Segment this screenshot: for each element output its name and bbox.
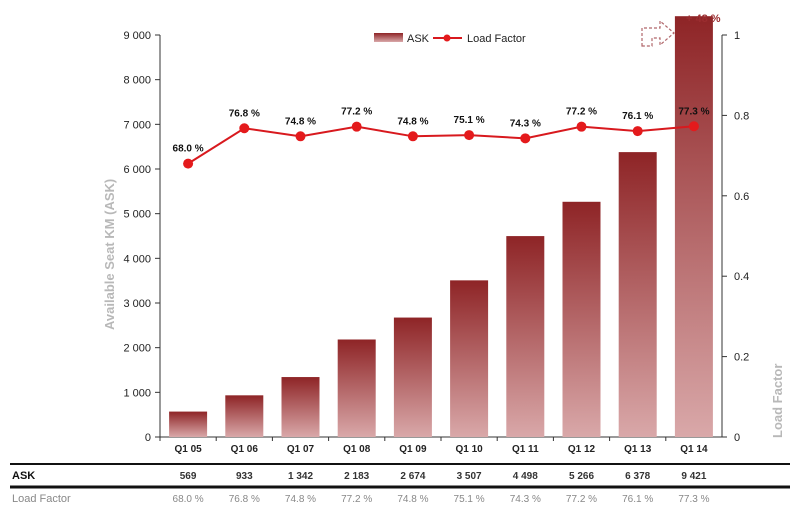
ask-bar: [506, 236, 545, 437]
load-factor-point: [407, 131, 418, 142]
load-factor-point: [239, 123, 250, 134]
table-cell-ask: 2 183: [344, 471, 369, 482]
table-cell-load-factor: 75.1 %: [454, 494, 485, 505]
left-tick-label: 1 000: [123, 387, 151, 399]
load-factor-data-label: 74.3 %: [510, 118, 541, 129]
load-factor-point: [464, 130, 475, 141]
x-category-label: Q1 10: [455, 444, 483, 455]
load-factor-data-label: 74.8 %: [397, 116, 428, 127]
ask-bar: [393, 317, 432, 437]
load-factor-point: [295, 131, 306, 142]
left-tick-label: 7 000: [123, 119, 151, 131]
legend: ASK Load Factor: [374, 33, 526, 45]
table-cell-ask: 2 674: [400, 471, 425, 482]
ask-bar: [618, 152, 657, 437]
table-cell-load-factor: 74.3 %: [510, 494, 541, 505]
table-cell-load-factor: 76.8 %: [229, 494, 260, 505]
table-cell-load-factor: 74.8 %: [285, 494, 316, 505]
load-factor-data-label: 77.3 %: [678, 106, 709, 117]
table-row-header-load-factor: Load Factor: [12, 493, 71, 505]
ask-bar: [337, 339, 376, 437]
table-cell-load-factor: 68.0 %: [173, 494, 204, 505]
ask-bar: [169, 411, 208, 437]
table-cell-ask: 4 498: [513, 471, 538, 482]
load-factor-data-label: 76.8 %: [229, 108, 260, 119]
table-cell-load-factor: 76.1 %: [622, 494, 653, 505]
ask-bar: [562, 201, 601, 437]
left-tick-label: 3 000: [123, 298, 151, 310]
right-tick-label: 0.8: [734, 110, 749, 122]
x-category-label: Q1 11: [512, 444, 539, 455]
table-cell-load-factor: 77.2 %: [341, 494, 372, 505]
legend-load-factor-marker: [443, 34, 451, 42]
right-tick-label: 0.2: [734, 352, 749, 364]
table-cell-ask: 569: [180, 471, 197, 482]
table-row-header-ask: ASK: [12, 470, 35, 482]
growth-annotation: + 48 %: [641, 13, 721, 47]
left-tick-label: 5 000: [123, 209, 151, 221]
load-factor-line: 68.0 % 76.8 % 74.8 % 77.2 % 74.8 % 75.1 % 74.3…: [173, 106, 710, 169]
ask-bar: [281, 377, 320, 437]
load-factor-point: [688, 121, 699, 132]
table-cell-ask: 5 266: [569, 471, 594, 482]
right-y-axis: 0 0.2 0.4 0.6 0.8 1: [721, 30, 749, 444]
load-factor-point: [351, 121, 362, 132]
load-factor-point: [576, 121, 587, 132]
ask-bar: [225, 395, 264, 437]
table-cell-ask: 6 378: [625, 471, 650, 482]
left-tick-label: 0: [145, 432, 151, 444]
table-cell-ask: 3 507: [457, 471, 482, 482]
table-cell-load-factor: 77.3 %: [678, 494, 709, 505]
load-factor-polyline: [187, 125, 694, 165]
y-axis-title: Available Seat KM (ASK): [102, 179, 117, 330]
legend-load-factor-label: Load Factor: [467, 33, 526, 45]
growth-annotation-label: + 48 %: [686, 13, 721, 25]
right-tick-label: 0.6: [734, 191, 749, 203]
right-tick-label: 0: [734, 432, 740, 444]
x-category-label: Q1 07: [287, 444, 315, 455]
load-factor-point: [520, 133, 531, 144]
data-table: ASK 569 933 1 342 2 183 2 674 3 507 4 498 5 266 6…: [10, 463, 790, 505]
left-tick-label: 6 000: [123, 164, 151, 176]
x-axis-categories: Q1 05 Q1 06 Q1 07 Q1 08 Q1 09 Q1 10 Q1 11 Q1 12…: [159, 437, 708, 455]
table-cell-ask: 9 421: [681, 471, 706, 482]
load-factor-data-label: 74.8 %: [285, 116, 316, 127]
x-category-label: Q1 12: [568, 444, 596, 455]
load-factor-data-label: 75.1 %: [454, 115, 485, 126]
table-cell-load-factor: 77.2 %: [566, 494, 597, 505]
ask-bars: [169, 16, 713, 437]
ask-bar: [674, 16, 713, 437]
left-tick-label: 8 000: [123, 75, 151, 87]
right-tick-label: 1: [734, 30, 740, 42]
growth-arrow-icon: [641, 19, 675, 47]
x-category-label: Q1 13: [624, 444, 652, 455]
y2-axis-title: Load Factor: [770, 364, 785, 438]
table-cell-ask: 1 342: [288, 471, 313, 482]
load-factor-data-label: 77.2 %: [566, 107, 597, 118]
left-tick-label: 2 000: [123, 343, 151, 355]
load-factor-point: [183, 158, 194, 169]
load-factor-data-label: 68.0 %: [173, 144, 204, 155]
x-category-label: Q1 05: [174, 444, 202, 455]
x-category-label: Q1 09: [399, 444, 427, 455]
right-tick-label: 0.4: [734, 271, 749, 283]
legend-ask-swatch: [374, 33, 403, 42]
table-cell-load-factor: 74.8 %: [397, 494, 428, 505]
table-cell-ask: 933: [236, 471, 253, 482]
load-factor-point: [632, 126, 643, 137]
load-factor-data-label: 76.1 %: [622, 111, 653, 122]
left-tick-label: 9 000: [123, 30, 151, 42]
x-category-label: Q1 08: [343, 444, 371, 455]
load-factor-data-label: 77.2 %: [341, 107, 372, 118]
left-tick-label: 4 000: [123, 253, 151, 265]
x-category-label: Q1 14: [680, 444, 708, 455]
ask-bar: [450, 280, 489, 437]
x-category-label: Q1 06: [231, 444, 259, 455]
legend-ask-label: ASK: [407, 33, 430, 45]
